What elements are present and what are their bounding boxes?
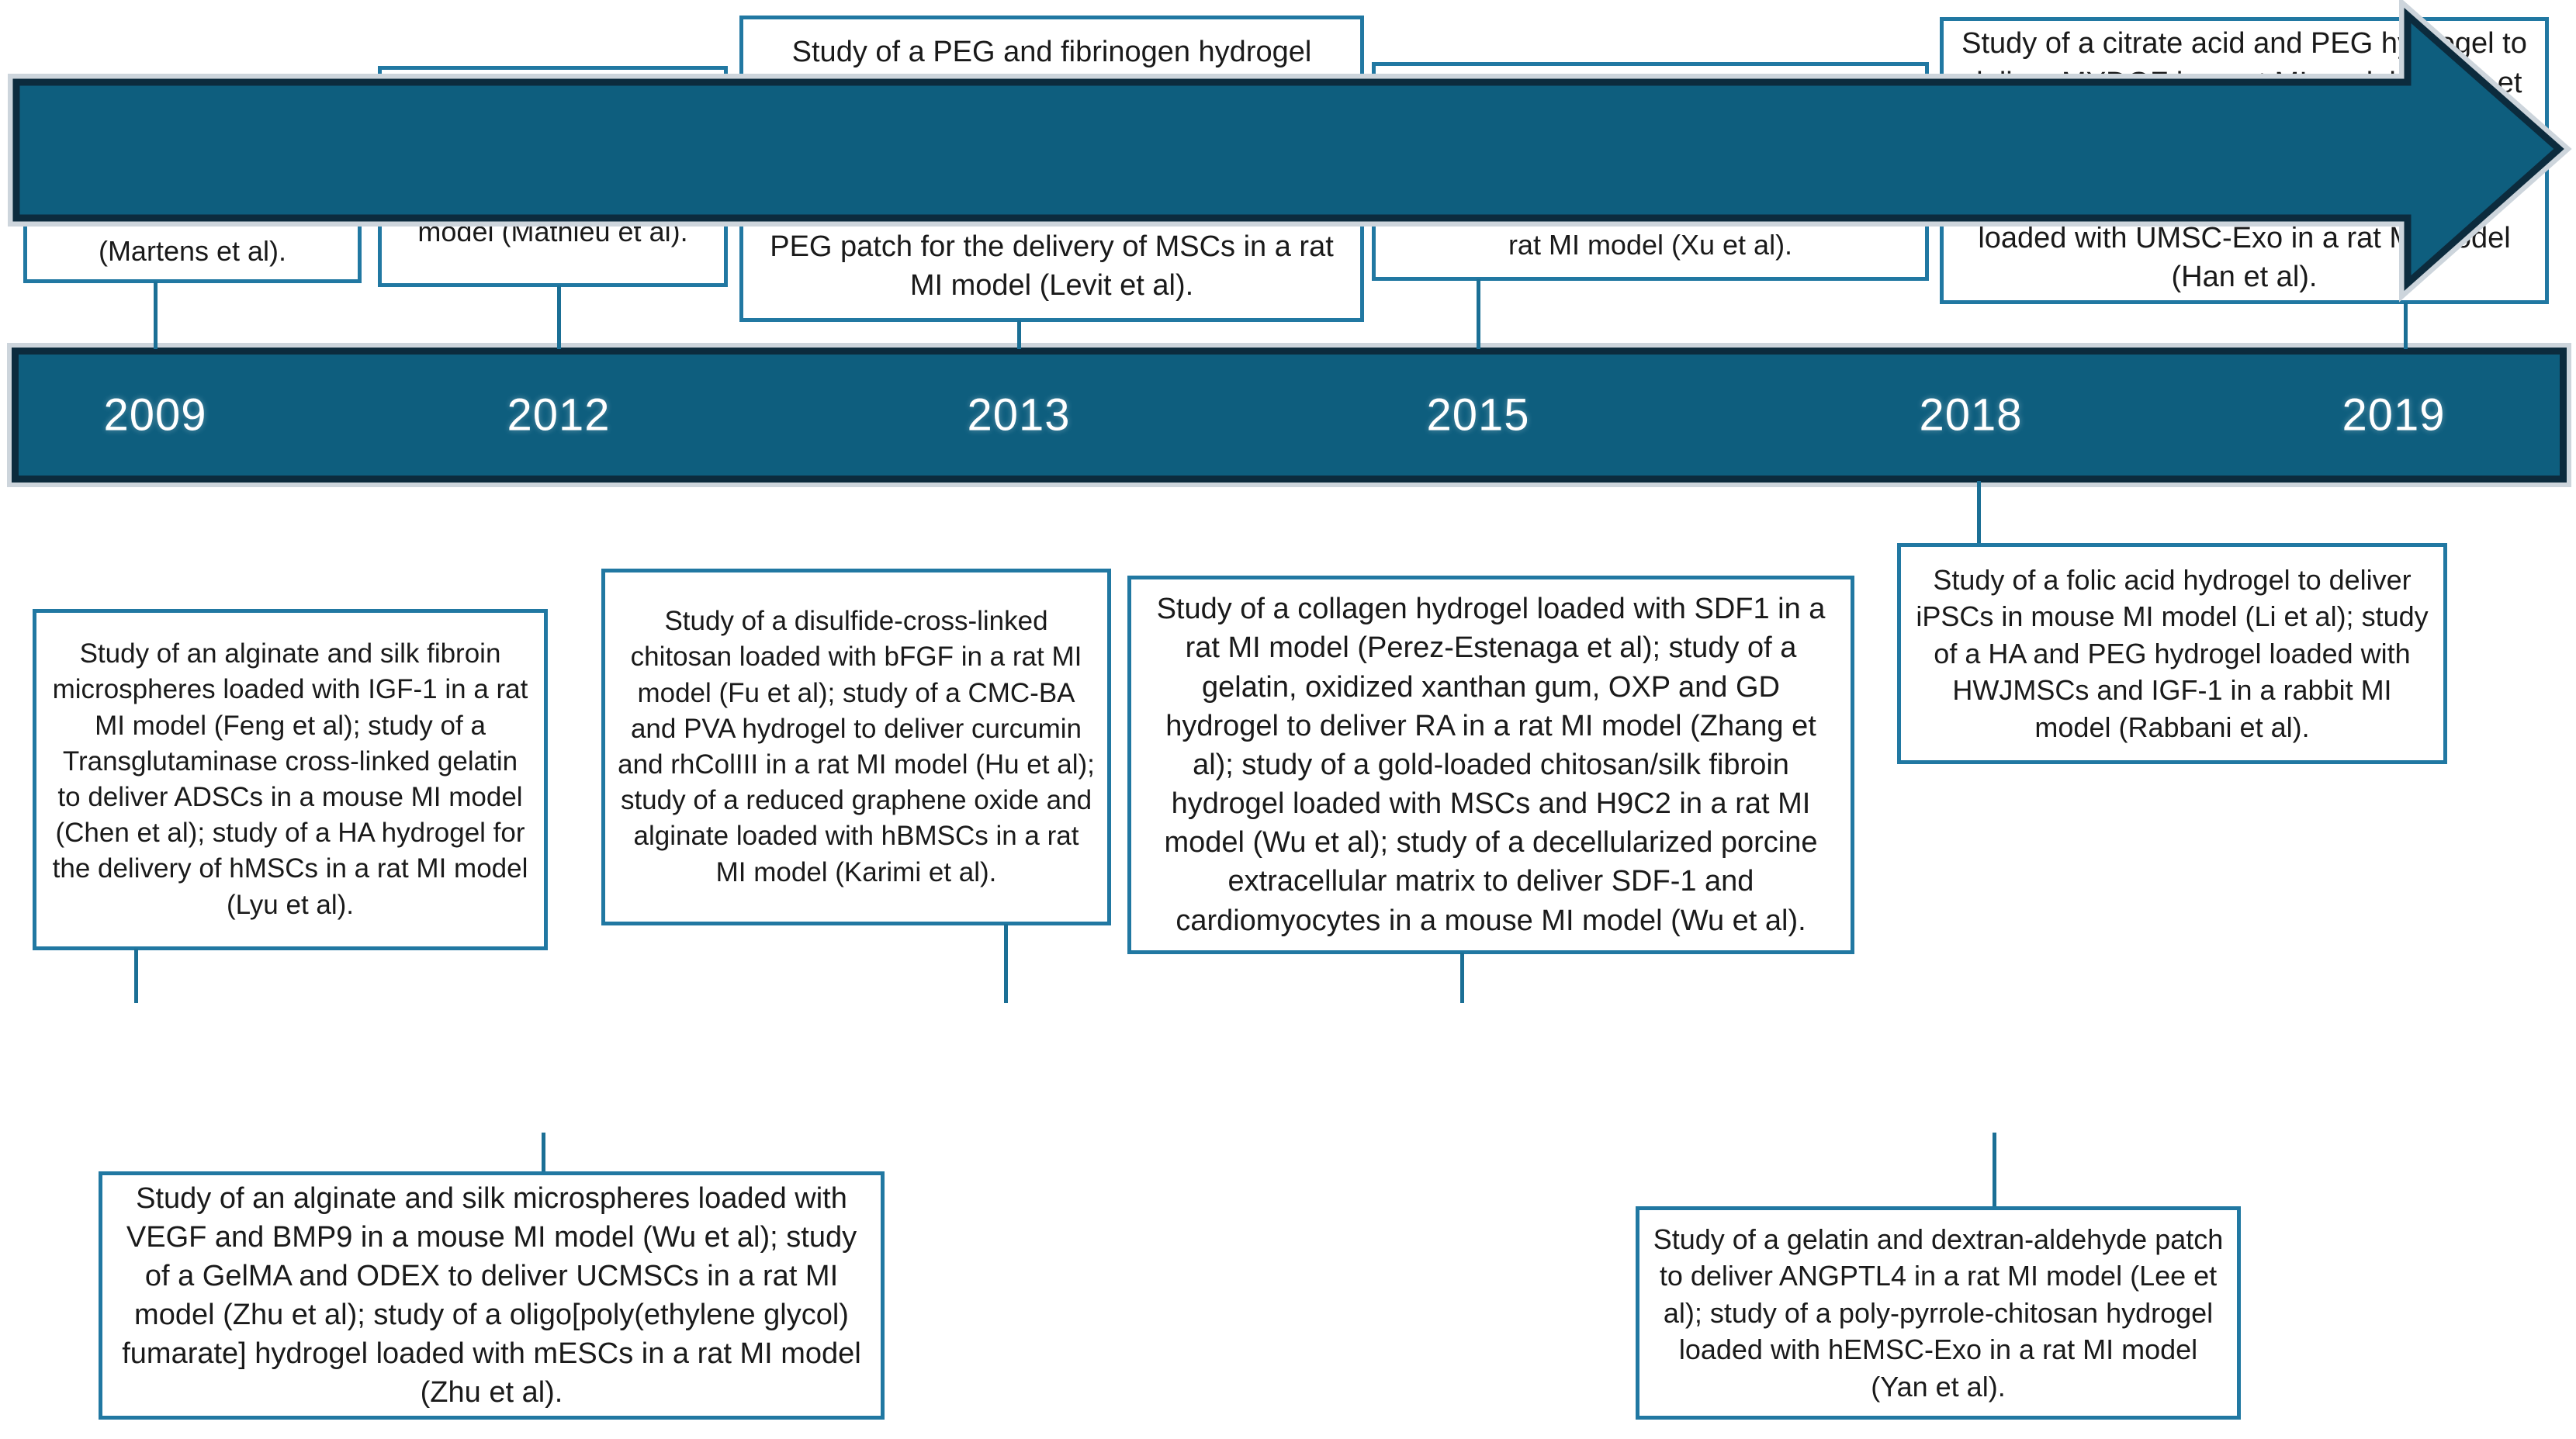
event-box-2022: Study of a disulfide-cross-linked chitos… [601,569,1111,925]
event-text-2024: Study of a gelatin and dextran-aldehyde … [1653,1223,2224,1403]
event-box-2018: Study of a folic acid hydrogel to delive… [1897,543,2447,764]
event-text-2020: Study of an alginate and silk fibroin mi… [52,638,528,920]
connector-2021 [542,1133,545,1173]
year-label-2019: 2019 [2342,389,2446,441]
connector-2023 [1460,953,1464,1003]
timeline-bar-2020-2024 [8,0,2572,303]
year-label-2024: 2024 [1942,1043,2046,1095]
event-box-2021: Study of an alginate and silk microspher… [99,1171,885,1420]
year-label-2018: 2018 [1919,389,2023,441]
arrow-shape [12,8,2564,292]
year-label-2013: 2013 [967,389,1071,441]
year-label-2021: 2021 [491,1043,595,1095]
connector-2019 [2404,303,2408,349]
year-label-2022: 2022 [950,1043,1054,1095]
event-text-2018: Study of a folic acid hydrogel to delive… [1916,563,2429,743]
timeline-bar-2009-2019 [7,343,2571,487]
connector-2013 [1017,320,1021,349]
event-text-2021: Study of an alginate and silk microspher… [122,1181,861,1410]
year-label-2020: 2020 [84,1043,188,1095]
connector-2018 [1977,481,1981,545]
event-text-2023: Study of a collagen hydrogel loaded with… [1156,593,1826,937]
year-label-2015: 2015 [1426,389,1530,441]
connector-2022 [1004,924,1008,1003]
event-box-2023: Study of a collagen hydrogel loaded with… [1127,576,1854,954]
year-label-2023: 2023 [1410,1043,1514,1095]
year-label-2012: 2012 [507,389,611,441]
connector-2009 [154,282,158,349]
event-box-2024: Study of a gelatin and dextran-aldehyde … [1636,1206,2241,1420]
connector-2020 [134,949,138,1003]
connector-2024 [1993,1133,1996,1208]
year-label-2009: 2009 [103,389,207,441]
event-box-2020: Study of an alginate and silk fibroin mi… [33,609,548,950]
connector-2012 [557,285,561,349]
connector-2015 [1477,279,1480,349]
event-text-2022: Study of a disulfide-cross-linked chitos… [618,606,1095,887]
